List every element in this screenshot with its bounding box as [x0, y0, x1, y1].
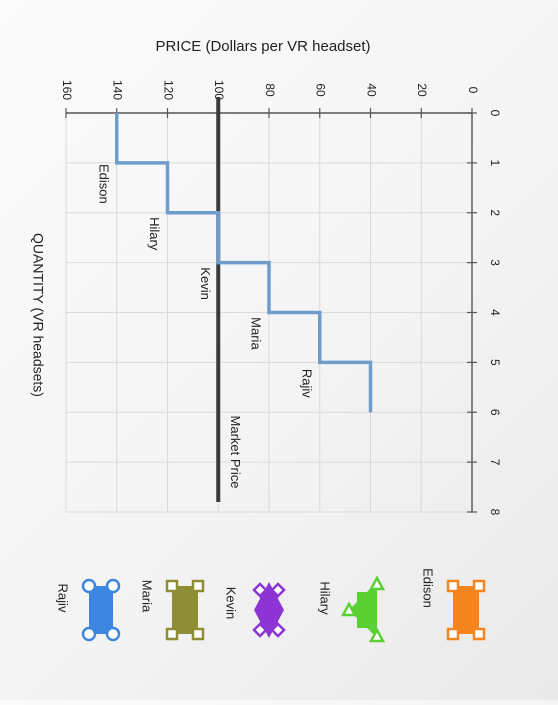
palette-label: Hilary	[318, 581, 333, 615]
corner-handle[interactable]	[81, 626, 97, 642]
quantity-tick-label: 0	[488, 110, 502, 117]
palette-label: Rajiv	[56, 584, 71, 613]
supply-point	[116, 112, 118, 114]
supply-point	[319, 312, 321, 313]
orange-square-icon[interactable]	[453, 586, 479, 634]
step-label: Hilary	[147, 217, 162, 251]
corner-handle[interactable]	[270, 582, 286, 598]
market-price-label: Market Price	[228, 416, 243, 489]
supply-point	[116, 162, 118, 164]
corner-handle[interactable]	[191, 579, 205, 593]
corner-handle[interactable]	[81, 578, 97, 594]
corner-handle[interactable]	[191, 627, 205, 641]
price-tick-label: 40	[364, 83, 378, 97]
palette-label: Edison	[421, 568, 436, 608]
corner-handle[interactable]	[270, 622, 286, 638]
supply-point	[268, 312, 270, 313]
shape-body[interactable]	[260, 590, 278, 630]
price-tick-label: 160	[60, 80, 74, 100]
price-axis-title: PRICE (Dollars per VR headset)	[155, 38, 370, 55]
step-label: Maria	[249, 317, 264, 350]
palette-label: Kevin	[224, 587, 239, 620]
supply-point	[167, 212, 168, 214]
quantity-tick-label: 6	[488, 409, 502, 416]
corner-handle[interactable]	[472, 579, 486, 593]
price-tick-label: 20	[415, 83, 429, 97]
price-tick-label: 140	[111, 80, 125, 100]
corner-handle[interactable]	[446, 579, 460, 593]
supply-point	[370, 361, 371, 363]
quantity-tick-label: 8	[488, 509, 502, 516]
supply-point	[167, 162, 168, 164]
corner-handle[interactable]	[368, 627, 386, 643]
quantity-tick-label: 7	[488, 459, 502, 466]
corner-handle[interactable]	[252, 622, 268, 638]
corner-handle[interactable]	[165, 627, 179, 641]
corner-handle[interactable]	[105, 578, 121, 594]
supply-point	[319, 361, 321, 363]
quantity-tick-label: 5	[488, 359, 502, 366]
step-label: Rajiv	[299, 369, 314, 398]
olive-square-icon[interactable]	[172, 586, 198, 634]
quantity-axis-title: QUANTITY (VR headsets)	[30, 233, 46, 397]
price-tick-label: 80	[263, 83, 277, 97]
quantity-tick-label: 3	[488, 259, 502, 266]
corner-handle[interactable]	[446, 627, 460, 641]
supply-step-line	[115, 113, 373, 413]
quantity-tick-label: 4	[488, 309, 502, 316]
price-tick-label: 60	[314, 83, 328, 97]
quantity-tick-label: 1	[488, 160, 502, 167]
corner-handle[interactable]	[252, 582, 268, 598]
step-label: Edison	[96, 164, 111, 204]
supply-point	[268, 262, 270, 264]
corner-handle[interactable]	[340, 601, 358, 617]
price-tick-label: 120	[161, 80, 175, 100]
corner-handle[interactable]	[368, 575, 386, 591]
palette-label: Maria	[140, 580, 155, 613]
corner-handle[interactable]	[165, 579, 179, 593]
corner-handle[interactable]	[472, 627, 486, 641]
price-tick-label: 0	[466, 87, 480, 94]
supply-point	[370, 411, 371, 413]
quantity-tick-label: 2	[488, 209, 502, 216]
price-tick-label: 100	[212, 80, 226, 100]
blue-circle-icon[interactable]	[89, 586, 113, 634]
supply-point	[217, 262, 219, 264]
shape-body[interactable]	[357, 592, 373, 628]
step-label: Kevin	[198, 267, 213, 300]
corner-handle[interactable]	[105, 626, 121, 642]
supply-point	[217, 212, 219, 214]
